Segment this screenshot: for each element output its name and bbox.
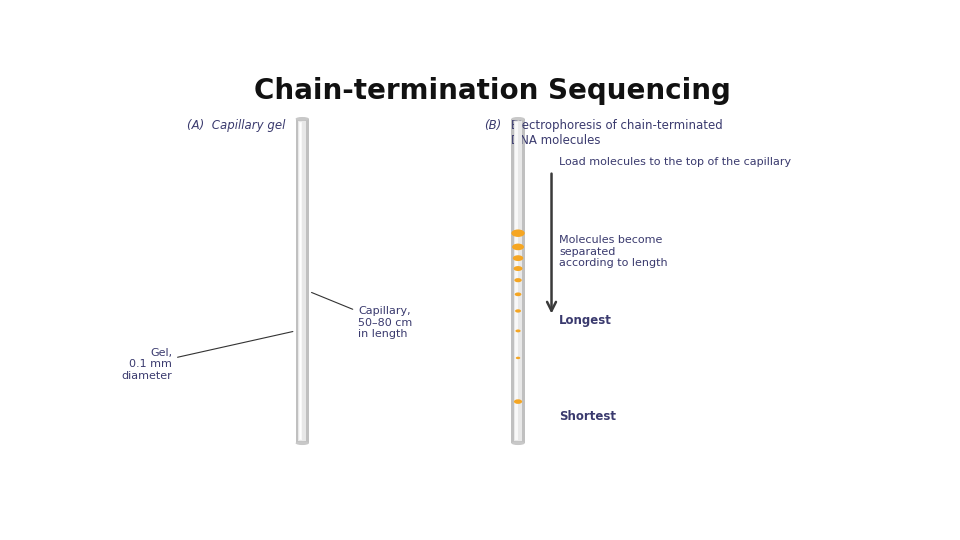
- Circle shape: [514, 266, 522, 271]
- Text: Molecules become
separated
according to length: Molecules become separated according to …: [559, 235, 667, 268]
- Text: Gel,
0.1 mm
diameter: Gel, 0.1 mm diameter: [121, 332, 293, 381]
- Circle shape: [512, 230, 525, 237]
- Circle shape: [513, 255, 523, 261]
- Text: Shortest: Shortest: [559, 410, 616, 423]
- Ellipse shape: [512, 441, 525, 445]
- Circle shape: [514, 399, 522, 404]
- Text: Electrophoresis of chain-terminated
DNA molecules: Electrophoresis of chain-terminated DNA …: [511, 119, 722, 147]
- Bar: [516, 122, 517, 440]
- Bar: [512, 119, 525, 443]
- Circle shape: [516, 309, 521, 313]
- Ellipse shape: [512, 117, 525, 121]
- Text: (B): (B): [485, 119, 502, 132]
- Text: Chain-termination Sequencing: Chain-termination Sequencing: [253, 77, 731, 105]
- Bar: [514, 121, 522, 441]
- Circle shape: [516, 357, 520, 359]
- Circle shape: [512, 244, 524, 250]
- Ellipse shape: [296, 117, 309, 121]
- Bar: [299, 121, 306, 441]
- Bar: [300, 122, 301, 440]
- Ellipse shape: [296, 441, 309, 445]
- Bar: [296, 119, 309, 443]
- Text: Longest: Longest: [559, 314, 612, 327]
- Circle shape: [515, 278, 522, 282]
- Circle shape: [516, 329, 520, 332]
- Text: (A)  Capillary gel: (A) Capillary gel: [187, 119, 285, 132]
- Text: Load molecules to the top of the capillary: Load molecules to the top of the capilla…: [559, 157, 791, 167]
- Circle shape: [515, 293, 521, 296]
- Text: Capillary,
50–80 cm
in length: Capillary, 50–80 cm in length: [312, 293, 413, 339]
